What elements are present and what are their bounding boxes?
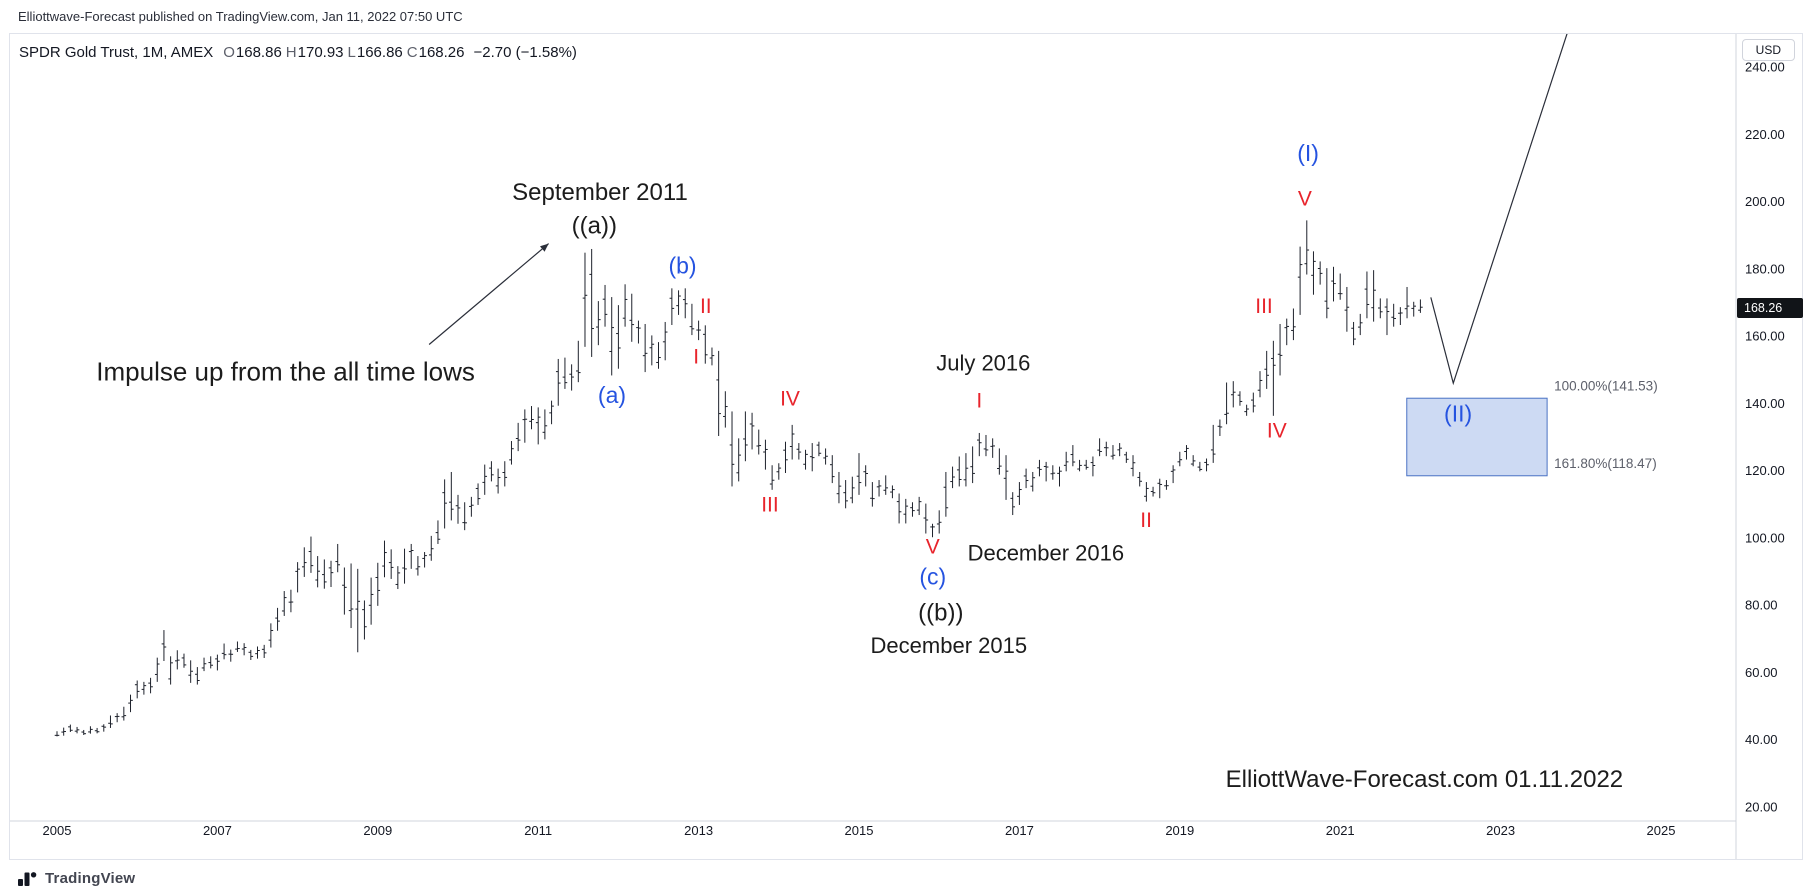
year-tick-label: 2023 <box>1486 823 1515 838</box>
wave-b-blue-label: (b) <box>668 253 696 279</box>
price-tick-label: 180.00 <box>1745 261 1785 276</box>
high-value: 170.93 <box>297 44 344 61</box>
ohlc-bars <box>54 220 1423 737</box>
currency-button[interactable]: USD <box>1741 39 1795 61</box>
price-tick-label: 200.00 <box>1745 194 1785 209</box>
fib-level-labels: 100.00%(141.53) 161.80%(118.47) <box>1554 379 1658 471</box>
wave-iv-red-2020-label: IV <box>1267 420 1287 443</box>
projection-line[interactable] <box>1430 34 1568 386</box>
wave-v-red-2020-label: V <box>1298 188 1312 211</box>
wave-iii-red-2020-label: III <box>1255 295 1273 318</box>
price-chart-canvas[interactable]: 240.00 220.00 200.00 180.00 160.00 140.00 120.… <box>10 34 1802 859</box>
wave-ii-red-2018-label: II <box>1140 509 1152 532</box>
footer-bar: TradingView <box>0 861 1813 896</box>
year-tick-label: 2015 <box>845 823 874 838</box>
time-axis-labels[interactable]: 2005 2007 2009 2011 2013 2015 2017 2019 2021 2023… <box>43 823 1676 838</box>
year-tick-label: 2007 <box>203 823 232 838</box>
wave-cap-ii-blue-label: (II) <box>1444 401 1472 427</box>
attribution-text: Elliottwave-Forecast published on Tradin… <box>18 9 463 24</box>
year-tick-label: 2019 <box>1165 823 1194 838</box>
impulse-arrow[interactable] <box>428 243 550 345</box>
close-value: 168.26 <box>418 44 465 61</box>
wave-i-red-2016-label: I <box>976 389 982 412</box>
low-value: 166.86 <box>356 44 403 61</box>
low-label: L <box>347 44 356 61</box>
price-tick-label: 60.00 <box>1745 665 1778 680</box>
price-tick-label: 220.00 <box>1745 127 1785 142</box>
label-september-2011: September 2011 <box>512 179 688 206</box>
wave-annotations: September 2011((a))(b)III(a)Impulse up f… <box>96 140 1623 793</box>
chart-frame: SPDR Gold Trust, 1M, AMEX O 168.86 H 170… <box>9 33 1803 860</box>
price-axis-labels[interactable]: 240.00 220.00 200.00 180.00 160.00 140.00 120.… <box>1745 60 1785 815</box>
high-label: H <box>285 44 297 61</box>
watermark-elliottwave-forecast: ElliottWave-Forecast.com 01.11.2022 <box>1226 766 1624 793</box>
wave-b-double-paren-label: ((b)) <box>918 599 963 626</box>
ohlc-low: L 166.86 <box>348 44 403 61</box>
impulse-callout-text: Impulse up from the all time lows <box>96 357 475 387</box>
fib-level-label: 161.80%(118.47) <box>1554 456 1657 471</box>
symbol-header[interactable]: SPDR Gold Trust, 1M, AMEX O 168.86 H 170… <box>19 44 577 61</box>
price-tick-label: 120.00 <box>1745 463 1785 478</box>
tradingview-logo-icon[interactable] <box>17 868 38 889</box>
wave-a-double-paren-label: ((a)) <box>572 212 617 239</box>
ohlc-close: C 168.26 <box>407 44 465 61</box>
open-label: O <box>223 44 235 61</box>
price-tick-label: 40.00 <box>1745 732 1778 747</box>
tradingview-logo-text[interactable]: TradingView <box>45 870 136 887</box>
wave-c-blue-label: (c) <box>919 564 946 590</box>
fib-extension-box[interactable] <box>1406 397 1548 477</box>
label-december-2015: December 2015 <box>871 633 1028 658</box>
wave-ii-red-2013-label: II <box>700 295 712 318</box>
ohlc-high: H 170.93 <box>286 44 344 61</box>
year-tick-label: 2013 <box>684 823 713 838</box>
close-label: C <box>406 44 418 61</box>
price-tick-label: 80.00 <box>1745 598 1778 613</box>
year-tick-label: 2011 <box>524 823 552 838</box>
open-value: 168.86 <box>235 44 282 61</box>
year-tick-label: 2005 <box>43 823 72 838</box>
wave-iii-red-2013-label: III <box>761 494 779 517</box>
year-tick-label: 2025 <box>1647 823 1676 838</box>
price-tick-label: 240.00 <box>1745 60 1785 75</box>
change-value: −2.70 (−1.58%) <box>473 44 577 61</box>
price-tick-label: 20.00 <box>1745 799 1778 814</box>
label-july-2016: July 2016 <box>936 351 1030 376</box>
wave-iv-red-2014-label: IV <box>780 388 800 411</box>
wave-a-blue-label: (a) <box>598 382 626 408</box>
label-december-2016: December 2016 <box>968 541 1125 566</box>
price-tick-label: 140.00 <box>1745 396 1785 411</box>
wave-cap-i-blue-label: (I) <box>1297 140 1319 166</box>
fib-level-label: 100.00%(141.53) <box>1554 379 1658 394</box>
year-tick-label: 2009 <box>363 823 392 838</box>
wave-i-red-2013-label: I <box>693 346 699 369</box>
price-tick-label: 160.00 <box>1745 329 1785 344</box>
currency-label: USD <box>1755 43 1781 57</box>
last-price-badge: 168.26 <box>1737 298 1803 319</box>
ohlc-open: O 168.86 <box>223 44 282 61</box>
price-tick-label: 100.00 <box>1745 530 1785 545</box>
year-tick-label: 2021 <box>1326 823 1355 838</box>
wave-v-red-2015-label: V <box>926 536 940 559</box>
year-tick-label: 2017 <box>1005 823 1034 838</box>
symbol-title[interactable]: SPDR Gold Trust, 1M, AMEX <box>19 44 214 61</box>
